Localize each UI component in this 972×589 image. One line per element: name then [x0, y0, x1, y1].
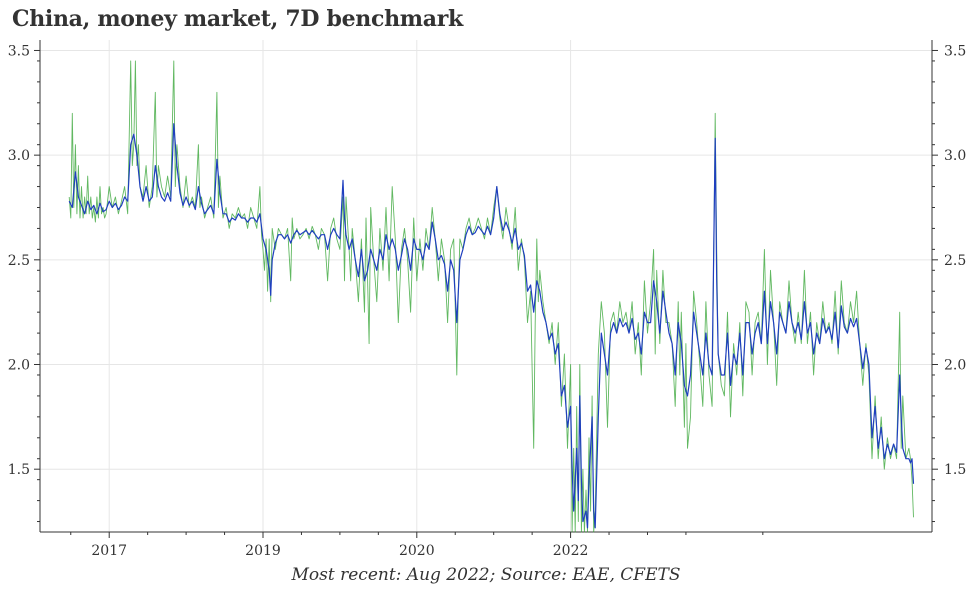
y-tick-label-left: 2.5: [8, 253, 30, 269]
x-tick-label: 2017: [91, 543, 127, 559]
y-tick-label-right: 3.5: [944, 43, 966, 59]
chart-caption: Most recent: Aug 2022; Source: EAE, CFET…: [291, 565, 681, 585]
y-tick-label-left: 1.5: [8, 462, 30, 478]
y-tick-label-right: 2.5: [944, 253, 966, 269]
y-tick-label-left: 2.0: [8, 358, 30, 374]
axes: [34, 40, 938, 538]
tick-labels: 1.5 1.5 2.0 2.0 2.5 2.5 3.0 3.0 3.5 3.5 2017 2019 20…: [8, 43, 967, 559]
series-line-0: [68, 60, 914, 533]
y-tick-label-right: 2.0: [944, 358, 966, 374]
x-tick-label: 2020: [399, 543, 435, 559]
x-tick-label: 2022: [553, 543, 589, 559]
y-tick-label-left: 3.5: [8, 43, 30, 59]
chart-title: China, money market, 7D benchmark: [12, 6, 463, 32]
series-lines: [68, 60, 915, 533]
x-tick-label: 2019: [245, 543, 281, 559]
y-tick-label-right: 3.0: [944, 148, 966, 164]
grid-lines: [40, 40, 932, 532]
y-tick-label-left: 3.0: [8, 148, 30, 164]
y-tick-label-right: 1.5: [944, 462, 966, 478]
series-line-1: [68, 123, 915, 529]
